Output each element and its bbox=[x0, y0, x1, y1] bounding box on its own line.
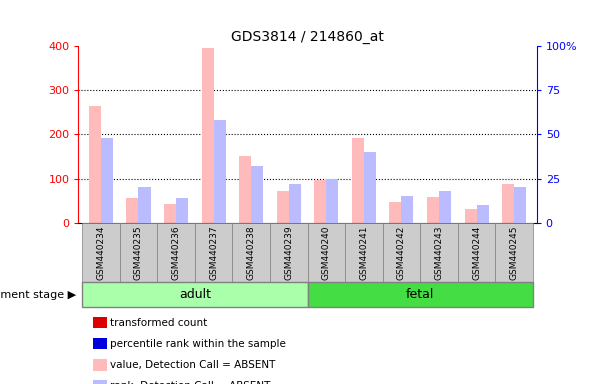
Text: GSM440239: GSM440239 bbox=[284, 225, 293, 280]
Bar bbox=[464, 209, 476, 223]
Text: GSM440241: GSM440241 bbox=[359, 225, 368, 280]
Text: GSM440238: GSM440238 bbox=[247, 225, 256, 280]
Text: GSM440240: GSM440240 bbox=[322, 225, 331, 280]
Bar bbox=[176, 198, 188, 223]
Text: GSM440244: GSM440244 bbox=[472, 225, 481, 280]
Bar bbox=[352, 138, 364, 223]
Title: GDS3814 / 214860_at: GDS3814 / 214860_at bbox=[231, 30, 384, 44]
Bar bbox=[139, 187, 151, 223]
Text: rank, Detection Call = ABSENT: rank, Detection Call = ABSENT bbox=[110, 381, 270, 384]
Bar bbox=[89, 106, 101, 223]
Text: GSM440242: GSM440242 bbox=[397, 225, 406, 280]
Text: GSM440243: GSM440243 bbox=[435, 225, 443, 280]
Text: fetal: fetal bbox=[406, 288, 434, 301]
Bar bbox=[251, 166, 263, 223]
Text: percentile rank within the sample: percentile rank within the sample bbox=[110, 339, 286, 349]
Text: GSM440236: GSM440236 bbox=[172, 225, 180, 280]
Text: value, Detection Call = ABSENT: value, Detection Call = ABSENT bbox=[110, 360, 275, 370]
Bar bbox=[502, 184, 514, 223]
Bar bbox=[427, 197, 439, 223]
Bar bbox=[514, 187, 526, 223]
Text: GSM440234: GSM440234 bbox=[96, 225, 106, 280]
Bar bbox=[314, 180, 326, 223]
Text: GSM440237: GSM440237 bbox=[209, 225, 218, 280]
Bar bbox=[127, 199, 139, 223]
Bar bbox=[201, 48, 213, 223]
Bar bbox=[101, 138, 113, 223]
Bar bbox=[326, 179, 338, 223]
Bar bbox=[390, 202, 402, 223]
Bar bbox=[213, 120, 226, 223]
Text: GSM440245: GSM440245 bbox=[510, 225, 519, 280]
Bar bbox=[239, 156, 251, 223]
Text: transformed count: transformed count bbox=[110, 318, 207, 328]
Text: development stage ▶: development stage ▶ bbox=[0, 290, 76, 300]
Bar bbox=[364, 152, 376, 223]
Bar bbox=[439, 191, 451, 223]
Text: GSM440235: GSM440235 bbox=[134, 225, 143, 280]
Bar bbox=[164, 204, 176, 223]
Bar bbox=[289, 184, 301, 223]
Text: adult: adult bbox=[179, 288, 211, 301]
Bar bbox=[277, 191, 289, 223]
Bar bbox=[402, 196, 414, 223]
Bar bbox=[476, 205, 488, 223]
